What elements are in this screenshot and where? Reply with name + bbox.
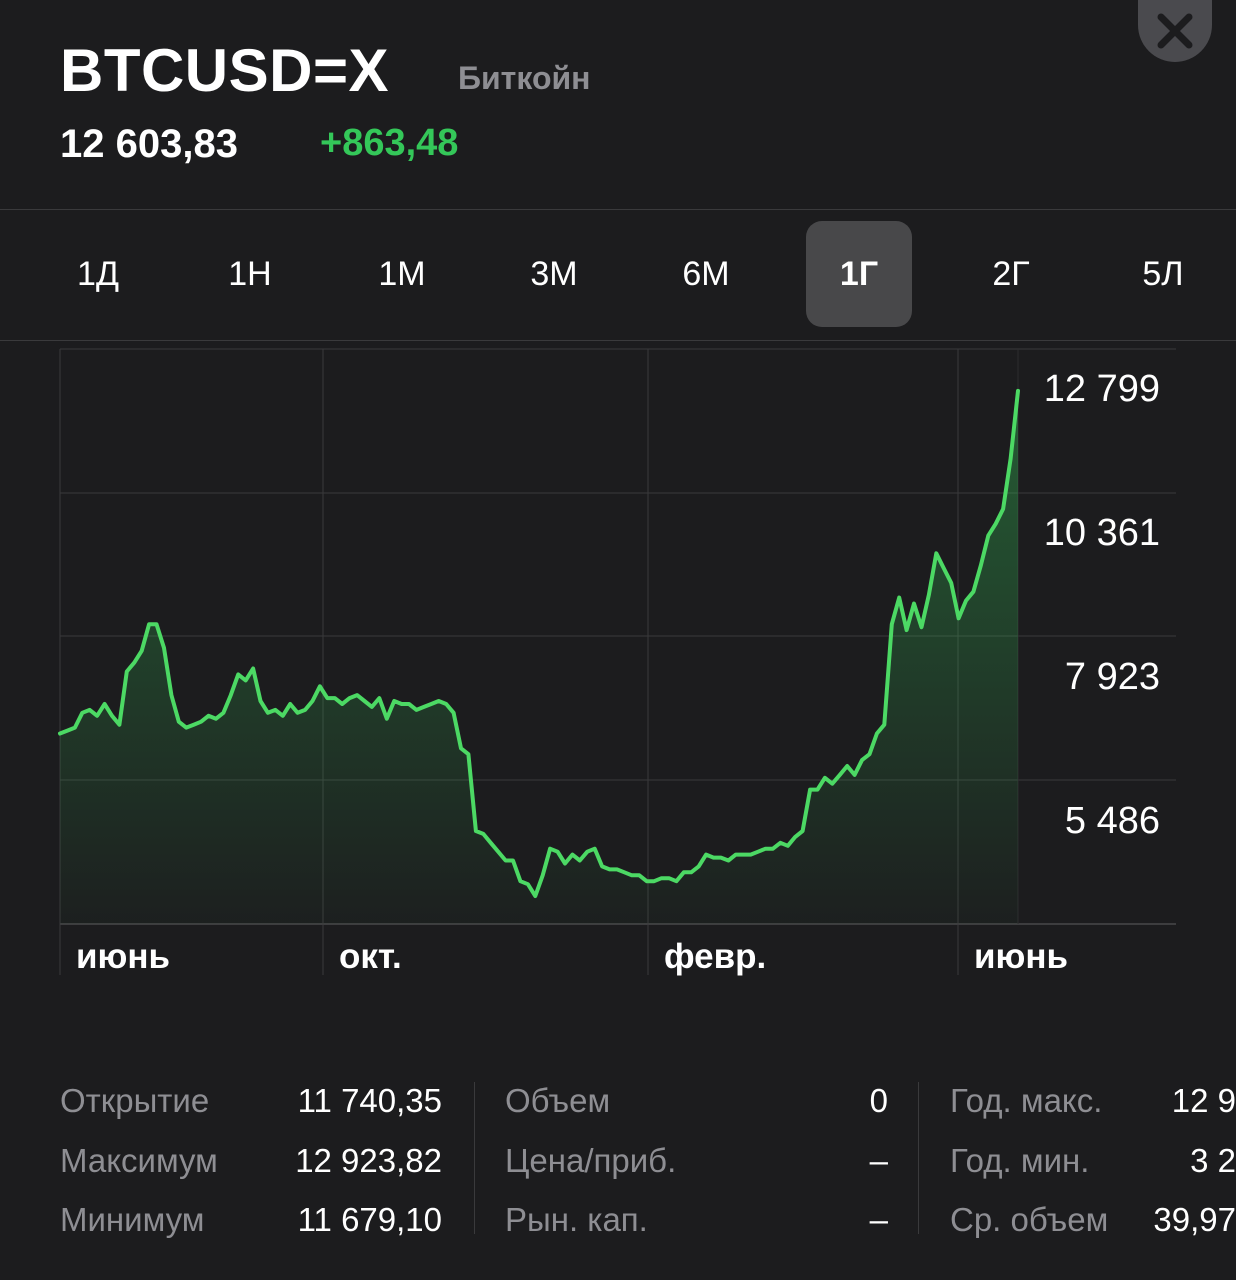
stat-label-mktcap: Рын. кап. bbox=[505, 1201, 648, 1238]
stat-label-volume: Объем bbox=[505, 1082, 611, 1119]
stat-label-high: Максимум bbox=[60, 1142, 218, 1179]
range-tab-1d[interactable]: 1Д bbox=[77, 254, 119, 293]
x-tick-label: февр. bbox=[664, 937, 766, 976]
ranges-divider bbox=[0, 340, 1236, 341]
range-tab-5y[interactable]: 5Л bbox=[1142, 254, 1184, 293]
y-tick-label: 5 486 bbox=[1065, 800, 1160, 842]
price-change: +863,48 bbox=[320, 122, 459, 164]
x-tick-label: окт. bbox=[339, 937, 402, 976]
stat-value-low: 11 679,10 bbox=[297, 1201, 442, 1238]
stat-value-mktcap: – bbox=[869, 1201, 888, 1238]
x-tick-label: июнь bbox=[76, 937, 170, 976]
stat-value-pe: – bbox=[869, 1142, 888, 1179]
stats-separator bbox=[474, 1082, 475, 1234]
stat-value-52w-high: 12 9 bbox=[1171, 1082, 1236, 1119]
time-range-selector: 1Д 1Н 1М 3М 6М 1Г 2Г 5Л bbox=[0, 211, 1236, 339]
y-tick-label: 7 923 bbox=[1065, 656, 1160, 698]
range-tab-6m[interactable]: 6М bbox=[682, 254, 730, 293]
stat-label-open: Открытие bbox=[60, 1082, 210, 1119]
stats-separator bbox=[918, 1082, 919, 1234]
stat-value-avg-volume: 39,97 bbox=[1153, 1201, 1236, 1238]
stat-label-low: Минимум bbox=[60, 1201, 205, 1238]
current-price: 12 603,83 bbox=[60, 122, 238, 166]
company-name: Биткойн bbox=[458, 60, 591, 96]
stat-label-avg-volume: Ср. объем bbox=[950, 1201, 1109, 1238]
close-x-icon bbox=[1157, 13, 1193, 49]
header-divider bbox=[0, 209, 1236, 210]
y-tick-label: 12 799 bbox=[1044, 368, 1160, 410]
stat-label-52w-high: Год. макс. bbox=[950, 1082, 1103, 1119]
stat-value-open: 11 740,35 bbox=[297, 1082, 442, 1119]
range-tab-1w[interactable]: 1Н bbox=[228, 254, 272, 293]
stat-label-pe: Цена/приб. bbox=[505, 1142, 677, 1179]
stat-value-volume: 0 bbox=[869, 1082, 888, 1119]
stat-label-52w-low: Год. мин. bbox=[950, 1142, 1090, 1179]
close-button[interactable] bbox=[1138, 0, 1212, 62]
y-tick-label: 10 361 bbox=[1044, 512, 1160, 554]
ticker-symbol: BTCUSD=X bbox=[60, 37, 390, 104]
stat-value-52w-low: 3 2 bbox=[1190, 1142, 1236, 1179]
range-tab-1y[interactable]: 1Г bbox=[806, 221, 912, 327]
price-line bbox=[58, 388, 1020, 898]
price-area bbox=[60, 390, 1018, 924]
range-tab-2y[interactable]: 2Г bbox=[992, 254, 1030, 293]
range-tab-1m[interactable]: 1М bbox=[378, 254, 426, 293]
stat-value-high: 12 923,82 bbox=[295, 1142, 442, 1179]
price-chart[interactable]: 12 799 10 361 7 923 5 486 июнь окт. февр… bbox=[0, 340, 1236, 1000]
range-tab-3m[interactable]: 3М bbox=[530, 254, 578, 293]
x-tick-label: июнь bbox=[974, 937, 1068, 976]
